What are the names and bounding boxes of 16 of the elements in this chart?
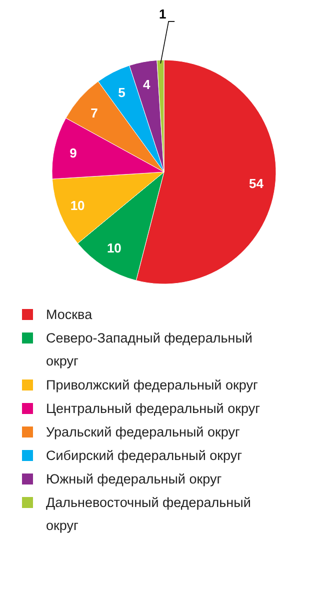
data-label: 54 <box>248 176 264 192</box>
legend-label: Северо-Западный федеральный округ <box>46 330 252 368</box>
legend-label: Сибирский федеральный округ <box>46 448 242 463</box>
legend-label: Москва <box>46 307 93 322</box>
data-label: 10 <box>106 240 122 256</box>
legend-label: Южный федеральный округ <box>46 472 222 486</box>
legend-label: Уральский федеральный округ <box>46 424 240 440</box>
data-label: 9 <box>70 145 77 160</box>
legend-label: Дальневосточный федеральный округ <box>46 495 251 533</box>
data-label: 5 <box>118 85 126 100</box>
data-label: 1 <box>158 6 166 22</box>
data-label: 4 <box>142 76 151 92</box>
legend-label: Центральный федеральный округ <box>46 401 260 416</box>
data-label: 10 <box>70 198 85 213</box>
data-label: 7 <box>90 106 98 121</box>
legend-label: Приволжский федеральный округ <box>46 378 258 392</box>
